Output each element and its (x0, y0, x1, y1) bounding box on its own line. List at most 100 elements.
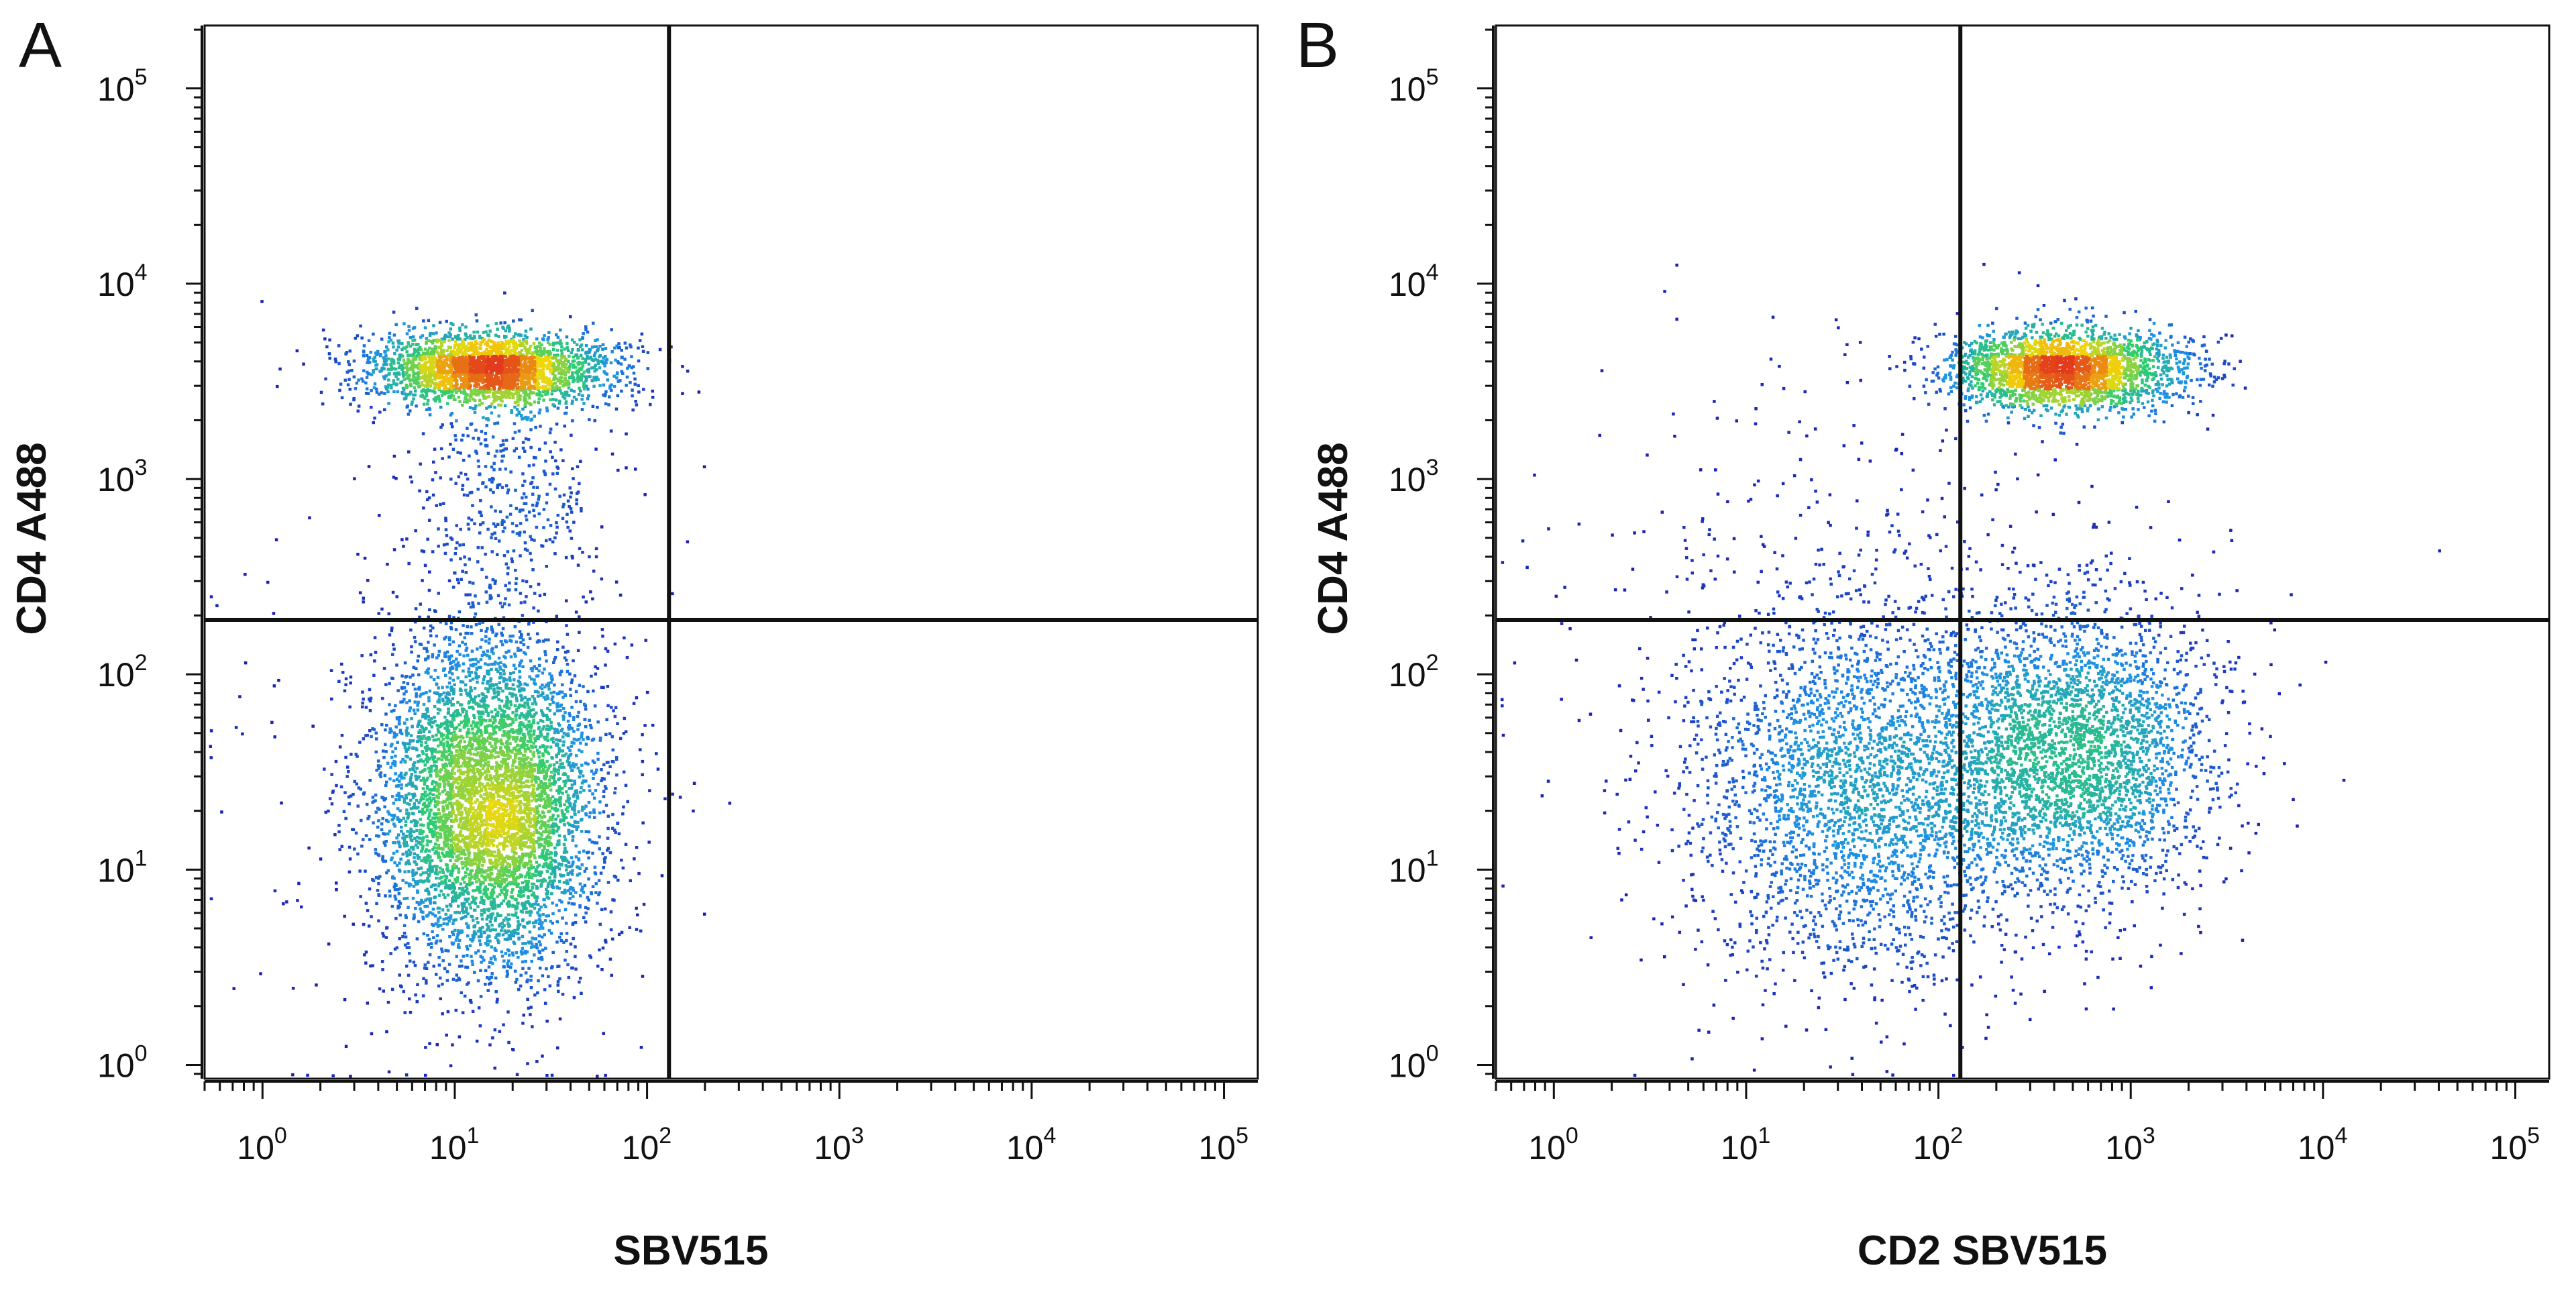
event-point (419, 879, 423, 883)
event-point (392, 802, 396, 805)
event-point (525, 418, 529, 421)
event-point (671, 792, 674, 796)
event-point (391, 795, 394, 798)
event-point (533, 953, 536, 957)
event-point (415, 692, 418, 696)
event-point (482, 908, 486, 912)
event-point (444, 912, 447, 916)
event-point (533, 894, 536, 898)
event-point (546, 337, 549, 341)
event-point (409, 335, 413, 339)
event-point (484, 630, 488, 633)
event-point (514, 879, 518, 883)
event-point (570, 830, 574, 834)
event-point (616, 380, 620, 383)
event-point (403, 392, 407, 396)
event-point (464, 643, 467, 646)
event-point (537, 903, 540, 906)
event-point (522, 492, 526, 496)
event-point (532, 720, 535, 724)
event-point (384, 386, 388, 390)
event-point (604, 355, 607, 358)
event-point (444, 622, 448, 626)
event-point (480, 629, 483, 633)
event-point (417, 760, 420, 763)
event-point (445, 542, 449, 546)
event-point (572, 902, 576, 906)
event-point (559, 796, 563, 800)
event-point (571, 873, 574, 876)
event-point (413, 640, 417, 643)
event-point (551, 814, 555, 817)
event-point (542, 725, 546, 729)
event-point (464, 683, 468, 687)
event-point (500, 722, 504, 725)
event-point (455, 714, 459, 718)
event-point (466, 477, 470, 481)
event-point (447, 885, 450, 888)
event-point (497, 698, 500, 701)
event-point (469, 663, 473, 667)
event-point (491, 1036, 494, 1040)
event-point (459, 557, 462, 561)
event-point (500, 521, 504, 525)
event-point (435, 850, 438, 853)
event-point (378, 411, 382, 414)
event-point (529, 428, 533, 431)
event-point (496, 662, 500, 665)
event-point (557, 792, 561, 795)
event-point (575, 492, 579, 495)
event-point (485, 917, 488, 921)
event-point (494, 634, 498, 637)
event-point (535, 337, 539, 341)
event-point (486, 627, 489, 631)
event-point (603, 364, 606, 368)
event-point (347, 802, 351, 806)
event-point (433, 669, 437, 672)
event-point (413, 636, 417, 639)
event-point (545, 887, 548, 892)
event-point (407, 392, 410, 396)
event-point (502, 655, 506, 658)
event-point (658, 347, 662, 352)
event-point (564, 752, 568, 756)
event-point (546, 849, 549, 852)
event-point (462, 904, 466, 908)
event-point (428, 389, 432, 392)
event-point (386, 810, 390, 814)
event-point (529, 737, 533, 741)
event-point (511, 559, 514, 563)
event-point (416, 704, 419, 707)
event-point (480, 961, 483, 964)
event-point (493, 531, 496, 535)
event-point (435, 939, 439, 943)
event-point (546, 739, 550, 743)
event-point (407, 946, 411, 949)
event-point (546, 697, 550, 700)
event-point (568, 897, 572, 900)
event-point (474, 896, 478, 900)
event-point (556, 840, 560, 843)
event-point (553, 800, 557, 804)
event-point (485, 731, 489, 734)
event-point (397, 718, 401, 722)
event-point (543, 650, 547, 653)
event-point (472, 898, 476, 902)
event-point (581, 885, 584, 889)
event-point (432, 965, 435, 968)
event-point (594, 351, 597, 355)
event-point (405, 794, 408, 797)
event-point (616, 394, 620, 398)
event-point (356, 553, 360, 556)
event-point (413, 824, 417, 827)
event-point (484, 704, 488, 707)
event-point (486, 690, 490, 694)
event-point (451, 941, 455, 945)
event-point (400, 795, 404, 798)
event-point (408, 379, 412, 382)
event-point (529, 889, 533, 892)
event-point (378, 354, 382, 358)
event-point (468, 674, 472, 677)
event-point (435, 656, 439, 659)
event-point (427, 671, 430, 675)
